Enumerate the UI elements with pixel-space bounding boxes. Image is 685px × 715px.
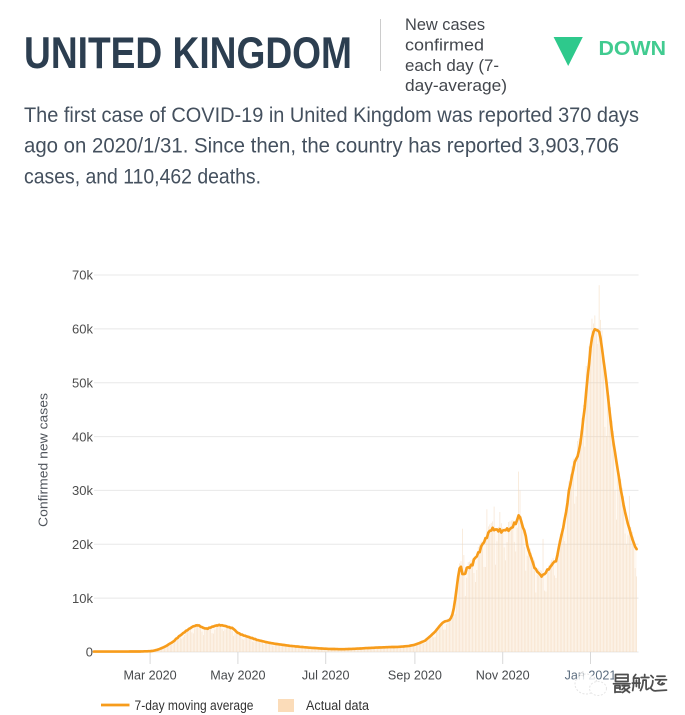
- svg-text:40k: 40k: [72, 429, 93, 444]
- svg-text:day-average): day-average): [405, 76, 507, 95]
- svg-text:60k: 60k: [72, 322, 93, 337]
- svg-text:ago on 2020/1/31. Since then,: ago on 2020/1/31. Since then, the countr…: [24, 135, 619, 158]
- svg-text:70k: 70k: [72, 268, 93, 283]
- svg-text:UNITED KINGDOM: UNITED KINGDOM: [24, 29, 352, 78]
- svg-text:each day (7-: each day (7-: [405, 56, 499, 75]
- svg-text:DOWN: DOWN: [599, 38, 667, 60]
- svg-text:The first case of COVID-19 in: The first case of COVID-19 in United Kin…: [24, 104, 639, 127]
- svg-text:Actual data: Actual data: [306, 698, 369, 713]
- svg-text:7-day moving average: 7-day moving average: [135, 698, 254, 713]
- svg-text:Mar 2020: Mar 2020: [123, 669, 176, 683]
- svg-text:20k: 20k: [72, 537, 93, 552]
- svg-text:Jul 2020: Jul 2020: [302, 669, 350, 683]
- svg-text:50k: 50k: [72, 375, 93, 390]
- svg-text:10k: 10k: [72, 591, 93, 606]
- svg-text:cases, and 110,462 deaths.: cases, and 110,462 deaths.: [24, 165, 261, 188]
- svg-text:0: 0: [86, 645, 93, 660]
- svg-text:New cases: New cases: [405, 15, 485, 34]
- svg-text:30k: 30k: [72, 483, 93, 498]
- svg-text:Nov 2020: Nov 2020: [476, 669, 530, 683]
- svg-text:Sep 2020: Sep 2020: [388, 669, 442, 683]
- svg-text:May 2020: May 2020: [210, 669, 265, 683]
- svg-text:confirmed: confirmed: [405, 35, 484, 54]
- svg-text:Confirmed new cases: Confirmed new cases: [36, 392, 51, 527]
